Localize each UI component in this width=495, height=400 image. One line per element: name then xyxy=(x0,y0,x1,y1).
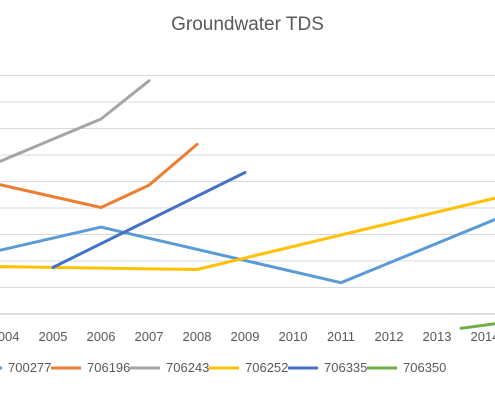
legend-label-700277: 700277 xyxy=(8,360,51,375)
x-tick-label: 2014 xyxy=(471,329,495,344)
series-line-706335 xyxy=(51,171,247,269)
legend: 700277 706196 706243 706252 706335 706350 xyxy=(0,360,446,375)
series-line-706243 xyxy=(0,79,151,163)
x-tick-label: 2011 xyxy=(327,329,355,344)
x-tick-label: 2012 xyxy=(375,329,404,344)
gridlines xyxy=(0,75,495,315)
chart-title: Groundwater TDS xyxy=(171,14,324,35)
x-tick-label: 2005 xyxy=(39,329,68,344)
x-tick-label: 2009 xyxy=(231,329,260,344)
legend-label-706252: 706252 xyxy=(245,360,288,375)
legend-label-706196: 706196 xyxy=(87,360,130,375)
x-tick-label: 2010 xyxy=(279,329,308,344)
series-line-706350 xyxy=(459,322,495,330)
x-tick-label: 2008 xyxy=(183,329,212,344)
x-tick-label: 2004 xyxy=(0,329,19,344)
series-lines xyxy=(0,79,495,330)
series-line-706196 xyxy=(0,142,199,209)
x-tick-label: 2013 xyxy=(423,329,452,344)
x-tick-label: 2007 xyxy=(135,329,164,344)
legend-label-706243: 706243 xyxy=(166,360,209,375)
series-line-700277 xyxy=(0,217,495,285)
x-tick-label: 2006 xyxy=(87,329,116,344)
x-axis-ticks: 2004 2005 2006 2007 2008 2009 2010 2011 2012 2013… xyxy=(0,329,495,344)
legend-label-706350: 706350 xyxy=(403,360,446,375)
legend-label-706335: 706335 xyxy=(324,360,367,375)
